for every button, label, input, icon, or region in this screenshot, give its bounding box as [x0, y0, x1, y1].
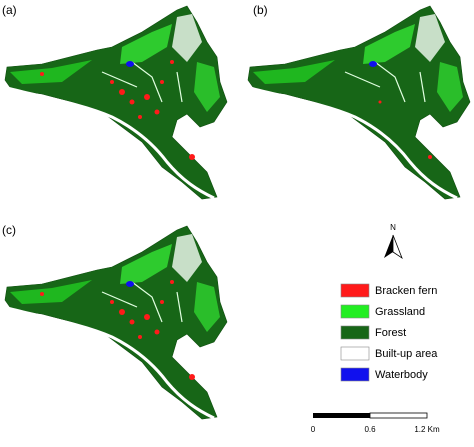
scale-label: 0.6	[364, 425, 376, 434]
scale-bar: 0 0.6 1.2 Km	[311, 412, 440, 434]
legend-label: Waterbody	[375, 369, 428, 381]
legend-label: Forest	[375, 327, 406, 339]
scale-label: 0	[311, 425, 316, 434]
panel-label: (b)	[253, 3, 268, 17]
legend-label: Grassland	[375, 306, 425, 318]
map-panel: (c)	[2, 223, 229, 421]
north-label: N	[390, 223, 396, 232]
legend-swatch	[340, 367, 370, 382]
legend-swatch	[340, 283, 370, 298]
legend: Bracken fern Grassland Forest Built-up area…	[340, 283, 438, 382]
panel-label: (c)	[2, 223, 16, 237]
legend-label: Bracken fern	[375, 285, 437, 297]
north-arrow: N	[384, 223, 403, 260]
legend-swatch	[340, 346, 370, 361]
legend-swatch	[340, 304, 370, 319]
panel-label: (a)	[2, 3, 17, 17]
map-panel: (b)	[246, 3, 472, 201]
map-panel: (a)	[2, 3, 229, 201]
legend-label: Built-up area	[375, 348, 438, 360]
legend-swatch	[340, 325, 370, 340]
scale-label: 1.2 Km	[414, 425, 440, 434]
